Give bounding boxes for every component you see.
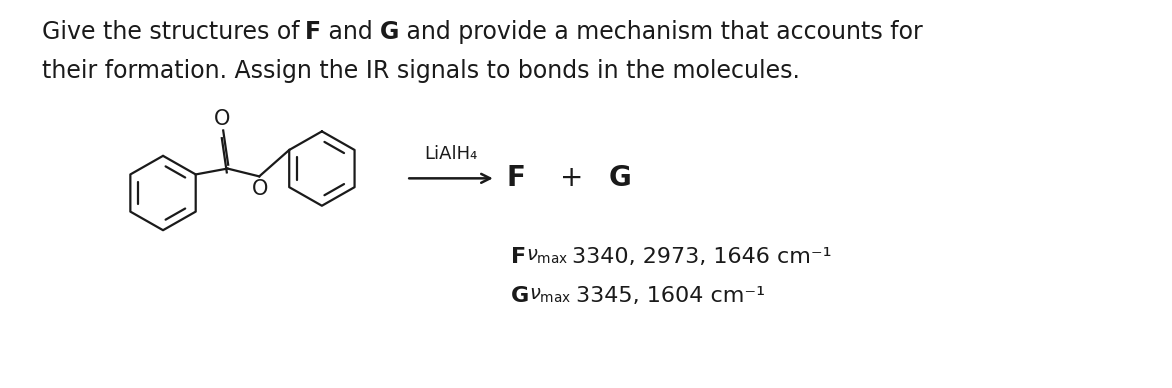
Text: 3345, 1604 cm⁻¹: 3345, 1604 cm⁻¹ (575, 286, 764, 306)
Text: O: O (252, 179, 268, 199)
Text: G: G (608, 165, 632, 192)
Text: F: F (506, 165, 525, 192)
Text: G: G (380, 20, 400, 44)
Text: their formation. Assign the IR signals to bonds in the molecules.: their formation. Assign the IR signals t… (42, 59, 799, 83)
Text: Give the structures of: Give the structures of (42, 20, 307, 44)
Text: F: F (511, 247, 526, 267)
Text: LiAlH₄: LiAlH₄ (424, 145, 478, 163)
Text: G: G (511, 286, 529, 306)
Text: O: O (214, 109, 231, 130)
Text: F: F (305, 20, 321, 44)
Text: $\nu_{\mathrm{max}}$: $\nu_{\mathrm{max}}$ (529, 286, 571, 305)
Text: and provide a mechanism that accounts for: and provide a mechanism that accounts fo… (400, 20, 924, 44)
Text: and: and (321, 20, 381, 44)
Text: +: + (560, 165, 584, 192)
Text: 3340, 2973, 1646 cm⁻¹: 3340, 2973, 1646 cm⁻¹ (572, 247, 832, 267)
Text: $\nu_{\mathrm{max}}$: $\nu_{\mathrm{max}}$ (525, 247, 567, 266)
